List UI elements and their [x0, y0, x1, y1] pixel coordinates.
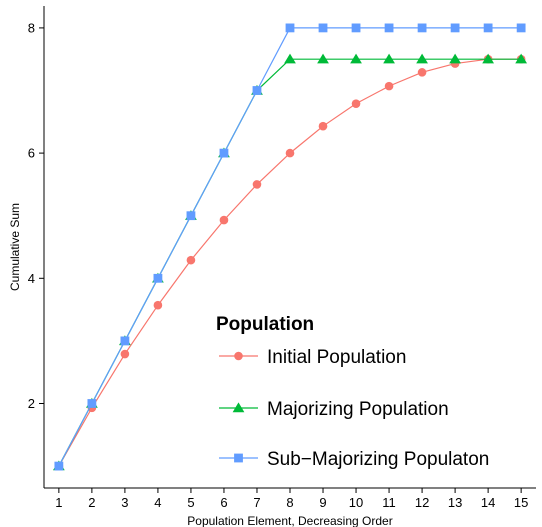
x-tick-label: 12: [415, 495, 429, 510]
legend-label: Initial Population: [267, 347, 406, 368]
data-point: [449, 53, 461, 64]
data-point: [219, 215, 229, 225]
x-tick-label: 6: [220, 495, 227, 510]
x-axis-title: Population Element, Decreasing Order: [187, 514, 392, 527]
data-point: [350, 53, 362, 64]
x-tick-label: 4: [154, 495, 161, 510]
legend-key-marker: [234, 351, 243, 361]
series-layer: [52, 23, 528, 471]
data-point: [120, 336, 130, 346]
data-point: [383, 53, 395, 64]
data-point: [384, 81, 394, 91]
y-tick-label: 6: [28, 146, 35, 161]
data-point: [351, 23, 361, 33]
x-tick-label: 9: [319, 495, 326, 510]
data-point: [186, 255, 196, 265]
legend-key-marker: [232, 402, 245, 413]
data-point: [417, 23, 427, 33]
x-tick-label: 15: [514, 495, 528, 510]
legend-items: Initial Population Majorizing Population S…: [219, 347, 489, 470]
data-point: [153, 273, 163, 283]
data-point: [317, 53, 329, 64]
series-sub-majorizing-populaton: [54, 23, 526, 471]
x-tick-label: 11: [382, 495, 396, 510]
data-point: [384, 23, 394, 33]
data-point: [252, 86, 262, 95]
legend: Population Initial Population Majorizing …: [216, 314, 489, 470]
x-tick-label: 5: [187, 495, 194, 510]
data-point: [515, 53, 528, 64]
data-point: [417, 68, 427, 77]
x-tick-label: 7: [253, 495, 260, 510]
x-tick-label: 10: [349, 495, 363, 510]
y-tick-label: 2: [28, 396, 35, 411]
data-point: [285, 148, 295, 158]
data-point: [87, 399, 97, 408]
data-point: [318, 23, 328, 33]
x-tick-label: 2: [88, 495, 95, 510]
data-point: [186, 211, 196, 221]
legend-label: Majorizing Population: [267, 399, 449, 420]
x-tick-label: 3: [121, 495, 128, 510]
plot-panel: [44, 6, 536, 488]
data-point: [318, 121, 328, 131]
data-point: [450, 23, 460, 33]
data-point: [219, 148, 229, 158]
legend-item-initial-population: Initial Population: [219, 347, 406, 368]
data-point: [54, 461, 64, 471]
y-axis-title: Cumulative Sum: [8, 203, 22, 291]
legend-item-sub-majorizing-populaton: Sub−Majorizing Populaton: [219, 449, 489, 470]
data-point: [483, 23, 493, 33]
y-tick-label: 4: [28, 271, 35, 286]
data-point: [153, 300, 163, 310]
data-point: [284, 53, 296, 64]
data-point: [285, 23, 295, 33]
data-point: [516, 23, 526, 33]
x-tick-label: 14: [481, 495, 495, 510]
legend-title: Population: [216, 314, 314, 335]
x-tick-label: 13: [448, 495, 462, 510]
data-point: [351, 99, 361, 108]
data-point: [482, 53, 495, 64]
y-tick-label: 8: [28, 20, 35, 35]
legend-key-marker: [234, 453, 243, 463]
x-tick-label: 1: [55, 495, 62, 510]
legend-label: Sub−Majorizing Populaton: [267, 449, 489, 470]
data-point: [120, 349, 130, 359]
legend-item-majorizing-population: Majorizing Population: [219, 399, 449, 420]
x-tick-label: 8: [286, 495, 293, 510]
data-point: [252, 180, 262, 189]
data-point: [416, 53, 428, 64]
